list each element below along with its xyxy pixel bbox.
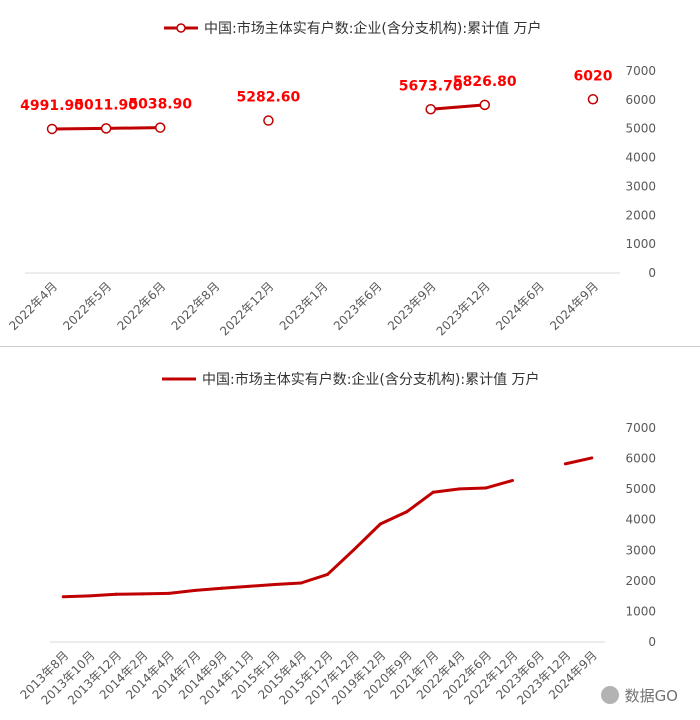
- y-tick-label: 0: [648, 635, 656, 649]
- series-segment: [405, 490, 435, 514]
- data-label: 5011.90: [74, 97, 138, 113]
- chart-top-svg: 中国:市场主体实有户数:企业(含分支机构):累计值 万户 0 1000 2000 300…: [6, 20, 656, 338]
- y-tick-label: 6000: [625, 93, 656, 107]
- legend: 中国:市场主体实有户数:企业(含分支机构):累计值 万户: [164, 20, 542, 37]
- series-segment: [429, 103, 487, 111]
- series-segment: [484, 478, 514, 490]
- data-point: [587, 94, 599, 105]
- data-label: 6020: [573, 68, 612, 84]
- data-label: 5282.60: [237, 90, 301, 106]
- x-tick-label: 2024年6月: [493, 279, 547, 333]
- data-point: [46, 123, 58, 135]
- y-tick-label: 3000: [625, 179, 656, 193]
- legend: 中国:市场主体实有户数:企业(含分支机构):累计值 万户: [162, 371, 540, 388]
- data-point: [479, 99, 491, 111]
- x-tick-label: 2022年4月: [6, 279, 60, 333]
- watermark-text: 数据GO: [624, 687, 678, 705]
- series-segment: [88, 592, 118, 598]
- chart-bottom-svg: 中国:市场主体实有户数:企业(含分支机构):累计值 万户 0 1000 2000 300…: [17, 371, 656, 707]
- series-segment: [104, 126, 162, 130]
- wechat-icon: [600, 686, 619, 704]
- watermark: 数据GO: [600, 685, 678, 706]
- chart-panel-top: 中国:市场主体实有户数:企业(含分支机构):累计值 万户 0 1000 2000 300…: [0, 0, 700, 346]
- data-point: [154, 122, 166, 133]
- y-tick-label: 5000: [625, 482, 656, 496]
- y-tick-label: 2000: [625, 574, 656, 588]
- data-label: 5826.80: [453, 74, 517, 90]
- data-point: [100, 123, 112, 134]
- series-segment: [167, 588, 197, 595]
- panel-divider: [0, 346, 700, 347]
- legend-marker: [176, 23, 186, 33]
- data-label: 5673.70: [399, 78, 463, 94]
- y-tick-label: 2000: [625, 208, 656, 222]
- data-point: [263, 115, 274, 126]
- y-tick-label: 4000: [625, 513, 656, 527]
- data-label: 4991.90: [20, 98, 84, 114]
- x-tick-label: 2024年9月: [547, 279, 601, 333]
- x-tick-label: 2022年8月: [169, 279, 223, 333]
- x-tick-label: 2023年6月: [331, 279, 385, 333]
- y-tick-label: 0: [648, 266, 656, 280]
- legend-label: 中国:市场主体实有户数:企业(含分支机构):累计值 万户: [202, 371, 540, 388]
- x-tick-label: 2022年6月: [114, 279, 168, 333]
- x-tick-label: 2022年12月: [217, 279, 276, 338]
- y-tick-label: 7000: [625, 421, 656, 435]
- series-segment: [50, 126, 108, 131]
- y-tick-label: 1000: [625, 237, 656, 251]
- legend-label: 中国:市场主体实有户数:企业(含分支机构):累计值 万户: [204, 20, 542, 37]
- series-segment: [273, 581, 303, 587]
- y-tick-label: 7000: [625, 64, 656, 78]
- series-segment: [193, 586, 224, 592]
- y-tick-label: 1000: [625, 604, 656, 618]
- x-tick-label: 2023年12月: [434, 279, 493, 338]
- x-tick-label: 2022年5月: [60, 279, 114, 333]
- series-segment: [220, 584, 250, 590]
- series-segment: [326, 548, 356, 576]
- series-segment: [458, 486, 488, 491]
- series-segment: [61, 594, 92, 599]
- data-point: [425, 104, 436, 115]
- series-segment: [299, 572, 329, 585]
- series-segment: [352, 522, 382, 552]
- series-segment: [378, 510, 409, 526]
- y-tick-label: 4000: [625, 151, 656, 165]
- y-tick-label: 6000: [625, 452, 656, 466]
- data-label: 5038.90: [128, 97, 192, 113]
- series-segment: [246, 583, 277, 588]
- series-segment: [563, 456, 594, 466]
- x-tick-label: 2023年9月: [385, 279, 439, 333]
- series-segment: [431, 487, 462, 494]
- y-tick-label: 3000: [625, 543, 656, 557]
- y-tick-label: 5000: [625, 122, 656, 136]
- x-tick-label: 2023年1月: [277, 279, 331, 333]
- chart-panel-bottom: 中国:市场主体实有户数:企业(含分支机构):累计值 万户 0 1000 2000 300…: [0, 347, 700, 720]
